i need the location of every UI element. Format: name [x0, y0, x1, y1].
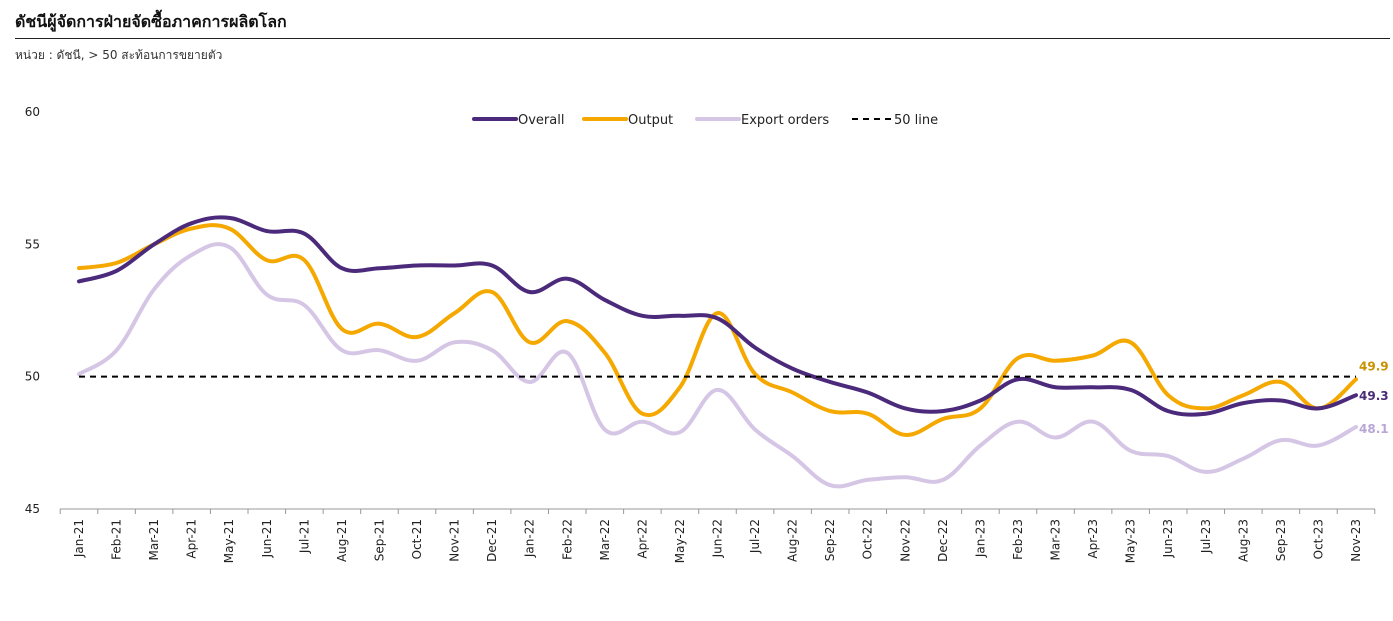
x-tick-label: Jan-22 [523, 519, 537, 558]
x-tick-label: Nov-23 [1349, 519, 1363, 562]
series-line-overall [77, 215, 1358, 417]
x-tick-label: Aug-22 [786, 519, 800, 562]
x-tick-label: May-23 [1124, 519, 1138, 563]
y-tick-label: 45 [25, 502, 40, 516]
x-tick-label: Mar-21 [147, 519, 161, 560]
legend-label: 50 line [894, 113, 938, 128]
x-tick-label: Apr-21 [185, 519, 199, 559]
x-tick-label: Aug-21 [335, 519, 349, 562]
x-tick-label: Mar-23 [1049, 519, 1063, 560]
x-tick-label: Jun-23 [1161, 519, 1175, 558]
chart-legend: Overall Output Export orders 50 line [472, 113, 938, 128]
x-tick-label: Jul-21 [297, 519, 311, 554]
x-tick-label: Oct-23 [1311, 519, 1325, 559]
x-tick-label: Dec-22 [936, 519, 950, 562]
x-tick-label: Apr-22 [635, 519, 649, 559]
x-tick-label: Feb-21 [110, 519, 124, 560]
chart-series [77, 215, 1358, 489]
end-label-output: 49.9 [1359, 359, 1389, 373]
chart-axes: 45 50 55 60 Jan-21 Feb-21 Mar-21 Apr-21 May-21 Ju… [25, 105, 1376, 563]
x-tick-label: Oct-21 [410, 519, 424, 559]
x-tick-label: Sep-22 [823, 519, 837, 561]
end-labels: 49.3 49.9 48.1 [1359, 359, 1389, 436]
x-tick-label: Jun-21 [260, 519, 274, 558]
y-tick-label: 60 [25, 105, 40, 119]
legend-label: Output [628, 113, 673, 128]
x-tick-label: Mar-22 [598, 519, 612, 560]
chart-subtitle: หน่วย : ดัชนี, > 50 สะท้อนการขยายตัว [15, 48, 223, 62]
x-tick-label: May-21 [222, 519, 236, 563]
series-line-export-orders [77, 242, 1358, 489]
chart-title: ดัชนีผู้จัดการฝ่ายจัดซื้อภาคการผลิตโลก [15, 12, 287, 31]
x-tick-label: Apr-23 [1086, 519, 1100, 559]
y-tick-label: 50 [25, 370, 40, 384]
x-tick-label: Sep-23 [1274, 519, 1288, 561]
x-tick-label: Jul-23 [1199, 519, 1213, 554]
x-tick-label: Jun-22 [711, 519, 725, 558]
x-tick-label: May-22 [673, 519, 687, 563]
legend-label: Export orders [741, 113, 829, 128]
end-label-export-orders: 48.1 [1359, 422, 1389, 436]
series-line-output [77, 223, 1358, 437]
end-label-overall: 49.3 [1359, 389, 1389, 403]
x-tick-label: Feb-22 [560, 519, 574, 560]
y-tick-label: 55 [25, 237, 40, 251]
x-tick-label: Feb-23 [1011, 519, 1025, 560]
x-tick-label: Jul-22 [748, 519, 762, 554]
x-tick-label: Jan-23 [973, 519, 987, 558]
x-tick-label: Oct-22 [861, 519, 875, 559]
x-tick-label: Nov-22 [898, 519, 912, 562]
title-divider [15, 38, 1390, 39]
x-tick-label: Jan-21 [72, 519, 86, 558]
x-tick-label: Aug-23 [1236, 519, 1250, 562]
x-tick-label: Sep-21 [372, 519, 386, 561]
x-tick-label: Nov-21 [448, 519, 462, 562]
x-tick-label: Dec-21 [485, 519, 499, 562]
legend-label: Overall [518, 113, 564, 128]
